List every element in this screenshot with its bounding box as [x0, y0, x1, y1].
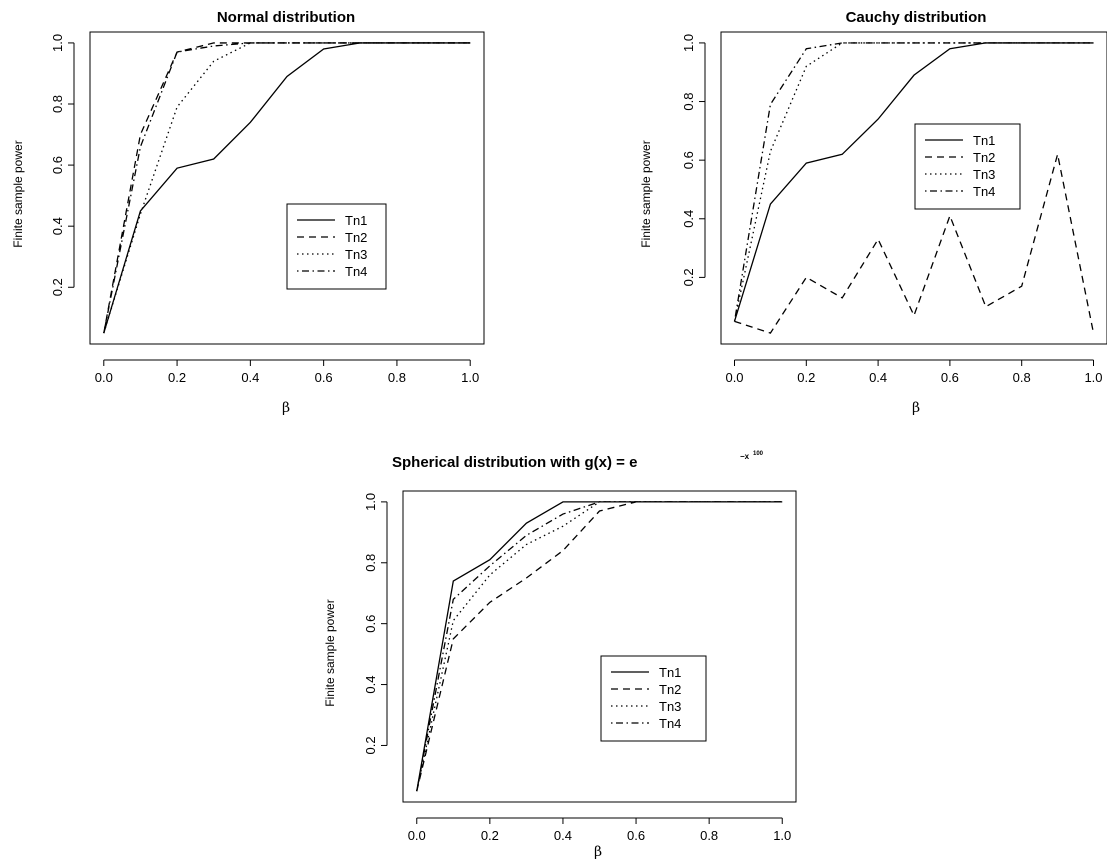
x-tick-label: 0.4	[554, 828, 572, 843]
x-tick-label: 1.0	[773, 828, 791, 843]
x-tick-label: 0.6	[627, 828, 645, 843]
plot-frame	[89, 31, 485, 345]
series-line-tn4	[103, 42, 471, 334]
plot-frame	[720, 31, 1107, 345]
y-tick-label: 0.2	[681, 268, 696, 286]
x-axis-label: β	[594, 844, 602, 860]
x-axis-label: β	[912, 400, 920, 416]
series-line-tn1	[733, 42, 1094, 322]
chart-title: Normal distribution	[217, 9, 355, 26]
series-line-tn4	[416, 501, 783, 792]
x-tick-label: 0.6	[941, 370, 959, 385]
series-line-tn3	[733, 42, 1094, 322]
legend-box	[600, 655, 707, 742]
chart-title: Spherical distribution with g(x) = e −x …	[392, 451, 764, 471]
x-tick-label: 0.2	[481, 828, 499, 843]
legend: Tn1 Tn2 Tn3 Tn4	[600, 655, 707, 742]
chart-cauchy-distribution: Cauchy distribution Finite sample power …	[639, 9, 1107, 416]
y-tick-label: 0.2	[50, 278, 65, 296]
y-tick-label: 0.4	[50, 217, 65, 235]
legend-label: Tn4	[659, 716, 681, 731]
y-tick-label: 0.6	[50, 156, 65, 174]
x-tick-label: 0.0	[408, 828, 426, 843]
y-axis-label: Finite sample power	[639, 140, 653, 247]
legend-label: Tn3	[345, 247, 367, 262]
legend-box	[914, 123, 1021, 210]
y-tick-label: 1.0	[50, 34, 65, 52]
plot-frame	[402, 490, 797, 803]
y-tick-label: 0.8	[363, 554, 378, 572]
x-tick-label: 0.2	[797, 370, 815, 385]
y-axis-label: Finite sample power	[11, 140, 25, 247]
y-tick-label: 0.6	[363, 615, 378, 633]
series-line-tn2	[103, 42, 471, 334]
x-tick-label: 0.0	[95, 370, 113, 385]
legend-label: Tn3	[973, 167, 995, 182]
legend: Tn1 Tn2 Tn3 Tn4	[286, 203, 387, 290]
y-tick-label: 0.4	[681, 210, 696, 228]
chart-normal-distribution: Normal distribution Finite sample power …	[11, 9, 485, 416]
series-line-tn1	[416, 501, 783, 792]
chart-title-main: Spherical distribution with g(x) = e	[392, 454, 637, 471]
legend-label: Tn2	[345, 230, 367, 245]
legend-label: Tn1	[659, 665, 681, 680]
y-tick-label: 0.8	[681, 92, 696, 110]
x-tick-label: 1.0	[1084, 370, 1102, 385]
y-tick-label: 0.6	[681, 151, 696, 169]
series-line-tn3	[103, 42, 471, 334]
x-tick-label: 0.4	[241, 370, 259, 385]
x-tick-label: 0.4	[869, 370, 887, 385]
y-axis-label: Finite sample power	[323, 599, 337, 706]
legend: Tn1 Tn2 Tn3 Tn4	[914, 123, 1021, 210]
y-tick-label: 0.4	[363, 676, 378, 694]
chart-title-exponent: −x	[740, 452, 750, 461]
legend-label: Tn1	[973, 133, 995, 148]
x-tick-label: 1.0	[461, 370, 479, 385]
chart-spherical-distribution: Spherical distribution with g(x) = e −x …	[323, 451, 797, 860]
x-tick-label: 0.8	[388, 370, 406, 385]
x-tick-label: 0.6	[315, 370, 333, 385]
y-tick-label: 1.0	[681, 34, 696, 52]
x-tick-label: 0.0	[725, 370, 743, 385]
y-tick-label: 0.8	[50, 95, 65, 113]
x-tick-label: 0.2	[168, 370, 186, 385]
legend-label: Tn4	[345, 264, 367, 279]
series-line-tn2	[734, 154, 1095, 334]
series-line-tn1	[103, 42, 471, 334]
legend-label: Tn2	[659, 682, 681, 697]
chart-title-exponent-power: 100	[753, 451, 764, 457]
chart-title: Cauchy distribution	[846, 9, 987, 26]
legend-label: Tn1	[345, 213, 367, 228]
legend-label: Tn2	[973, 150, 995, 165]
series-line-tn3	[416, 501, 783, 792]
x-axis-label: β	[282, 400, 290, 416]
legend-box	[286, 203, 387, 290]
series-line-tn2	[416, 501, 783, 792]
x-tick-label: 0.8	[700, 828, 718, 843]
y-tick-label: 0.2	[363, 736, 378, 754]
x-tick-label: 0.8	[1013, 370, 1031, 385]
legend-label: Tn3	[659, 699, 681, 714]
y-tick-label: 1.0	[363, 493, 378, 511]
series-line-tn4	[733, 42, 1094, 322]
legend-label: Tn4	[973, 184, 995, 199]
